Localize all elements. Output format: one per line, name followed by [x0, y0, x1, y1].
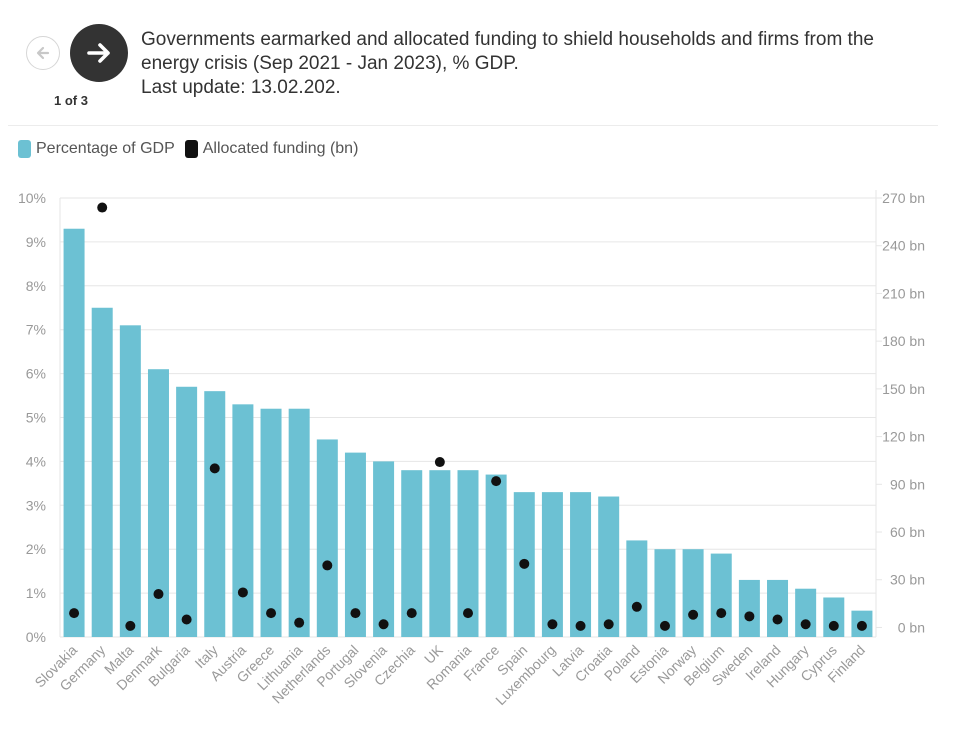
bar [710, 553, 732, 637]
bar [823, 597, 845, 637]
y-right-tick-label: 240 bn [882, 238, 925, 254]
funding-dot [772, 614, 783, 625]
funding-dot [125, 620, 136, 631]
funding-dot [153, 589, 164, 600]
funding-dot [575, 620, 586, 631]
bar [147, 369, 169, 637]
y-right-tick-label: 60 bn [890, 524, 925, 540]
y-right-tick-label: 30 bn [890, 572, 925, 588]
bar [63, 228, 85, 638]
next-button[interactable] [70, 24, 128, 82]
funding-dot [378, 619, 389, 630]
bar [654, 549, 676, 637]
chart-legend: Percentage of GDP Allocated funding (bn) [18, 140, 368, 158]
legend-label-funding: Allocated funding (bn) [202, 140, 359, 157]
bar [232, 404, 254, 637]
funding-dot [266, 608, 277, 619]
y-left-tick-label: 7% [26, 322, 46, 338]
bar [373, 461, 395, 637]
funding-dot [519, 558, 530, 569]
funding-dot [856, 620, 867, 631]
slide-counter: 1 of 3 [54, 93, 88, 108]
previous-button[interactable] [26, 36, 60, 70]
funding-dot [97, 202, 108, 213]
bar [570, 492, 592, 637]
funding-dot [716, 608, 727, 619]
funding-dot [800, 619, 811, 630]
bar [288, 408, 310, 637]
bar [176, 386, 198, 637]
legend-label-percentage: Percentage of GDP [36, 140, 175, 157]
funding-dot [237, 587, 248, 598]
y-left-tick-label: 2% [26, 541, 46, 557]
y-left-tick-label: 1% [26, 585, 46, 601]
y-right-tick-label: 210 bn [882, 285, 925, 301]
funding-dot [631, 601, 642, 612]
header-divider [8, 125, 938, 126]
funding-dot [688, 609, 699, 620]
bar [344, 452, 366, 637]
bar [738, 579, 760, 637]
legend-item-funding[interactable]: Allocated funding (bn) [184, 140, 359, 158]
bar [401, 470, 423, 637]
arrow-right-icon [87, 43, 110, 63]
y-left-tick-label: 5% [26, 410, 46, 426]
y-left-tick-label: 9% [26, 234, 46, 250]
funding-dot [209, 463, 220, 474]
legend-item-percentage[interactable]: Percentage of GDP [18, 140, 175, 158]
chart-title: Governments earmarked and allocated fund… [141, 28, 931, 100]
legend-swatch-bar [18, 140, 31, 158]
funding-dot [69, 608, 80, 619]
bar [316, 439, 338, 637]
funding-dot [463, 608, 473, 619]
y-left-tick-label: 0% [26, 629, 46, 645]
funding-dot [294, 617, 305, 628]
y-left-tick-label: 10% [18, 190, 46, 206]
bar [626, 540, 648, 637]
y-right-tick-label: 90 bn [890, 476, 925, 492]
bar [767, 579, 789, 637]
y-right-tick-label: 180 bn [882, 333, 925, 349]
funding-dot [406, 608, 417, 619]
bar [429, 470, 451, 637]
funding-dot [181, 614, 192, 625]
funding-dot [491, 476, 502, 487]
y-left-tick-label: 3% [26, 497, 46, 513]
bar [682, 549, 704, 637]
title-line-3: Last update: 13.02.202. [141, 77, 341, 98]
arrow-left-icon [36, 46, 50, 60]
funding-dot [603, 619, 614, 630]
funding-dot [828, 620, 839, 631]
y-right-tick-label: 120 bn [882, 429, 925, 445]
y-right-tick-label: 270 bn [882, 190, 925, 206]
funding-dot [659, 620, 670, 631]
y-left-tick-label: 6% [26, 366, 46, 382]
bar [541, 492, 563, 637]
bar [260, 408, 282, 637]
y-right-tick-label: 0 bn [898, 619, 925, 635]
bar [204, 391, 226, 637]
bar [457, 470, 479, 637]
title-line-1: Governments earmarked and allocated fund… [141, 29, 874, 50]
funding-dot [547, 619, 558, 630]
bar [91, 307, 113, 637]
legend-swatch-dot [184, 140, 198, 158]
title-line-2: energy crisis (Sep 2021 - Jan 2023), % G… [141, 53, 519, 74]
bar [485, 474, 507, 637]
funding-dot [744, 611, 755, 622]
bar [119, 325, 141, 637]
y-left-tick-label: 4% [26, 453, 46, 469]
bar [598, 496, 620, 637]
y-right-tick-label: 150 bn [882, 381, 925, 397]
funding-dot [350, 608, 361, 619]
bar [795, 588, 817, 637]
funding-dot [434, 457, 445, 468]
y-left-tick-label: 8% [26, 278, 46, 294]
funding-dot [322, 560, 333, 571]
